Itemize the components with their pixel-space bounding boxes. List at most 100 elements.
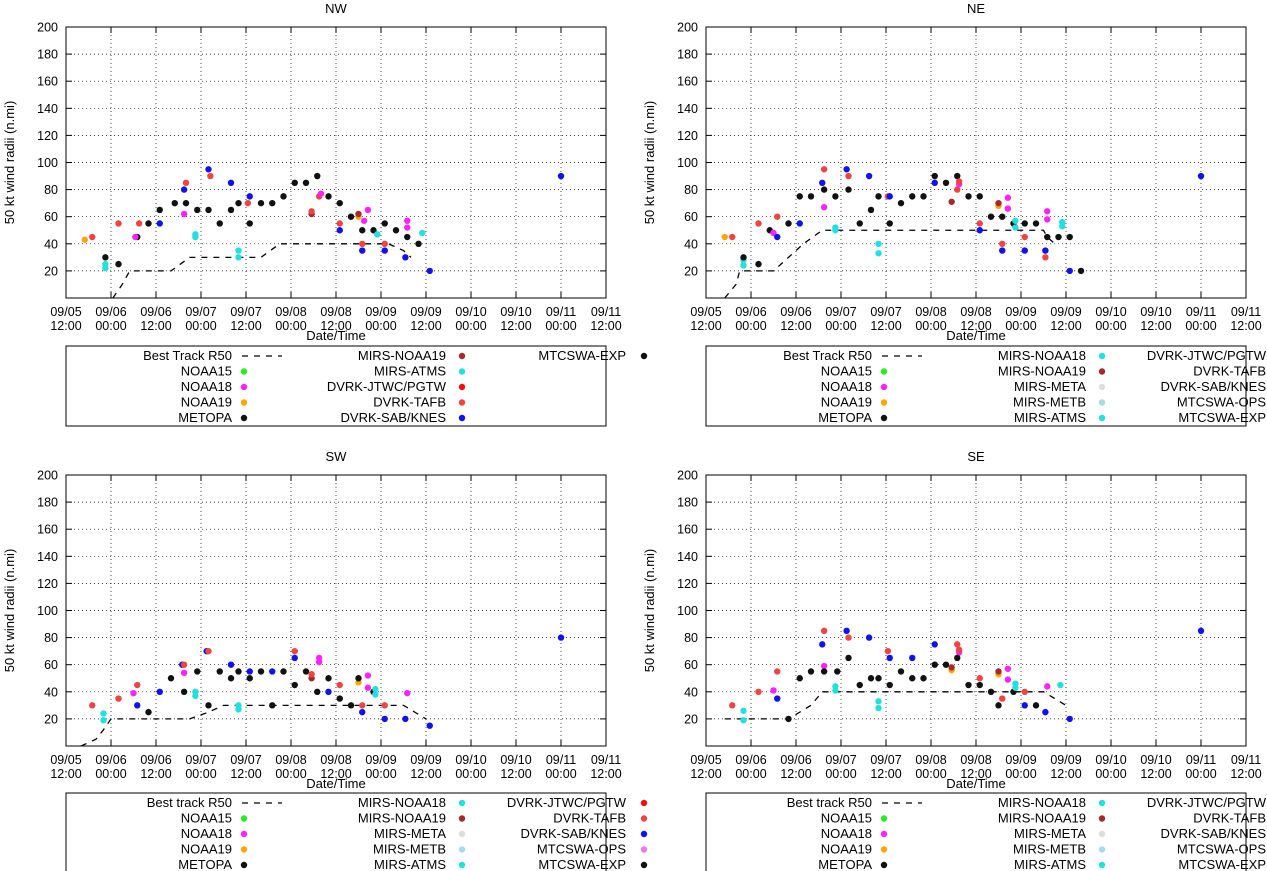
x-tick-label: 00:00 xyxy=(825,319,856,333)
data-point xyxy=(302,179,310,187)
best-track-line xyxy=(724,229,1056,298)
data-point xyxy=(235,668,242,675)
x-tick-label: 00:00 xyxy=(1185,319,1216,333)
legend-label: METOPA xyxy=(178,857,232,871)
data-point xyxy=(1197,172,1205,180)
data-point xyxy=(404,217,411,224)
legend-label: NOAA19 xyxy=(821,395,872,410)
x-tick-label: 12:00 xyxy=(590,767,621,781)
x-tick-label: 00:00 xyxy=(185,319,216,333)
data-point xyxy=(235,254,242,261)
grid xyxy=(705,26,1247,298)
legend-label: Best track R50 xyxy=(787,795,872,810)
data-point xyxy=(402,254,409,261)
data-point xyxy=(867,206,875,214)
data-point xyxy=(987,688,995,695)
data-point xyxy=(89,233,96,241)
data-point xyxy=(867,675,875,682)
data-point xyxy=(740,707,747,714)
data-point xyxy=(807,193,815,200)
data-point xyxy=(291,647,298,655)
legend-label: DVRK-SAB/KNES xyxy=(1161,826,1267,841)
data-point xyxy=(246,668,253,675)
legend-label: METOPA xyxy=(178,410,232,425)
legend-marker xyxy=(240,830,248,838)
data-point xyxy=(1012,224,1019,231)
data-point xyxy=(205,206,212,214)
legend-label: NOAA18 xyxy=(181,826,232,841)
x-tick-label: 09/05 xyxy=(690,305,721,319)
x-tick-label: 12:00 xyxy=(230,767,261,781)
data-point xyxy=(820,166,828,173)
data-point xyxy=(404,689,411,697)
x-tick-label: 09/09 xyxy=(1005,305,1036,319)
legend-label: MIRS-NOAA18 xyxy=(358,795,446,810)
x-tick-label: 09/07 xyxy=(825,753,856,767)
data-point xyxy=(291,654,298,662)
data-point xyxy=(355,675,362,682)
data-point xyxy=(886,193,893,200)
legend-label: MIRS-NOAA19 xyxy=(998,811,1086,826)
data-point xyxy=(419,229,426,237)
data-point xyxy=(920,193,927,200)
legend-label: MIRS-META xyxy=(1014,379,1086,394)
x-tick-label: 09/10 xyxy=(500,305,531,319)
y-tick-label: 60 xyxy=(44,210,58,224)
data-point xyxy=(115,695,122,702)
x-tick-label: 00:00 xyxy=(915,767,946,781)
data-point xyxy=(370,227,377,234)
data-point xyxy=(942,179,950,187)
legend-marker xyxy=(640,799,648,807)
data-point xyxy=(920,675,927,682)
legend-box xyxy=(65,792,607,871)
data-point xyxy=(1044,683,1051,690)
legend-marker xyxy=(1098,799,1106,807)
data-point xyxy=(1044,233,1051,241)
data-point xyxy=(999,247,1006,254)
data-point xyxy=(426,722,433,729)
x-tick-label: 09/08 xyxy=(960,305,991,319)
x-tick-label: 00:00 xyxy=(275,319,306,333)
chart-panel-se: SE2040608010012014016018020009/0512:0009… xyxy=(642,449,1267,871)
x-tick-label: 09/06 xyxy=(735,305,766,319)
x-tick-label: 12:00 xyxy=(1140,767,1171,781)
legend-marker xyxy=(458,352,466,360)
x-tick-label: 00:00 xyxy=(1005,319,1036,333)
y-tick-label: 80 xyxy=(44,631,58,645)
x-tick-label: 00:00 xyxy=(1185,767,1216,781)
data-point xyxy=(180,210,188,218)
x-tick-label: 09/06 xyxy=(140,753,171,767)
legend-label: MIRS-ATMS xyxy=(374,857,446,871)
x-tick-label: 12:00 xyxy=(690,767,721,781)
data-point xyxy=(909,193,916,200)
data-point xyxy=(819,179,826,187)
data-point xyxy=(1021,220,1028,227)
data-point xyxy=(1021,233,1028,241)
legend-label: MIRS-NOAA18 xyxy=(998,795,1086,810)
best-track-line xyxy=(80,704,427,746)
x-tick-label: 12:00 xyxy=(410,767,441,781)
data-point xyxy=(404,224,411,231)
data-point xyxy=(359,708,366,716)
data-point xyxy=(115,260,122,268)
x-tick-label: 09/09 xyxy=(410,305,441,319)
legend-label: MIRS-META xyxy=(374,826,446,841)
x-tick-label: 09/06 xyxy=(735,753,766,767)
y-tick-label: 200 xyxy=(677,21,698,35)
chart-title: NE xyxy=(967,1,985,16)
data-point xyxy=(897,199,905,207)
data-point xyxy=(246,675,253,682)
data-point xyxy=(948,664,955,671)
legend-marker xyxy=(880,383,888,391)
data-point xyxy=(180,661,188,668)
data-point xyxy=(100,717,107,724)
data-point xyxy=(832,193,839,200)
legend-marker xyxy=(880,830,888,838)
data-point xyxy=(1004,194,1012,201)
y-tick-label: 40 xyxy=(44,685,58,699)
data-point xyxy=(897,668,905,675)
x-tick-label: 00:00 xyxy=(275,767,306,781)
data-point xyxy=(774,695,781,702)
x-tick-label: 09/09 xyxy=(1050,305,1081,319)
